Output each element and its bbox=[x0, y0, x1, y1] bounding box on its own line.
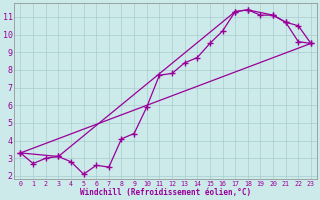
X-axis label: Windchill (Refroidissement éolien,°C): Windchill (Refroidissement éolien,°C) bbox=[80, 188, 251, 197]
